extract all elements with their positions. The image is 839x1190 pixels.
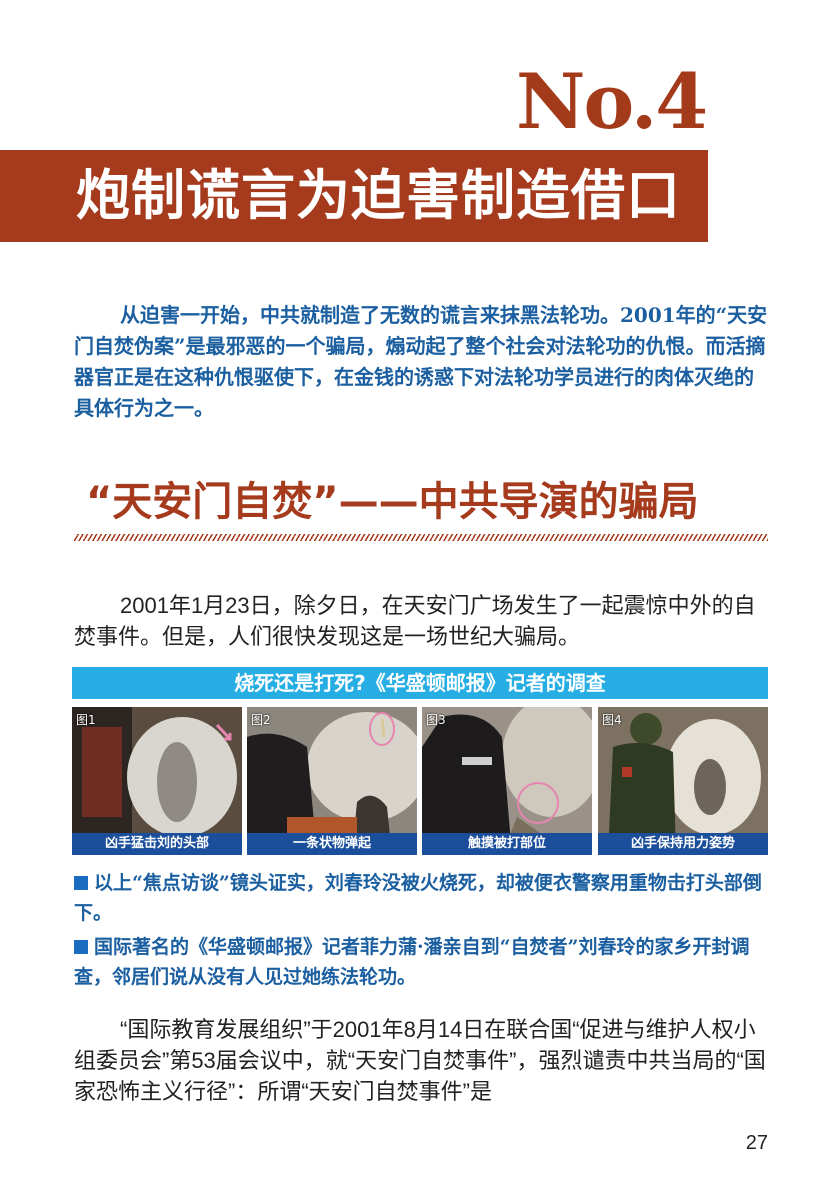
chapter-title-banner: 炮制谎言为迫害制造借口: [0, 150, 708, 242]
chapter-title: 炮制谎言为迫害制造借口: [76, 164, 681, 227]
paragraph-text: 2001年1月23日，除夕日，在天安门广场发生了一起震惊中外的自焚事件。但是，人…: [74, 593, 756, 649]
page-number: 27: [745, 1132, 768, 1154]
photo-strip: 图1 凶手猛击刘的头部 图2 一条状物弹起: [72, 707, 768, 855]
photo-1-caption: 凶手猛击刘的头部: [72, 833, 242, 855]
photo-3-label: 图3: [426, 713, 446, 727]
photo-panel-title: 烧死还是打死?《华盛顿邮报》记者的调查: [72, 667, 768, 699]
photo-2-caption: 一条状物弹起: [247, 833, 417, 855]
bullet-text: 国际著名的《华盛顿邮报》记者菲力蒲·潘亲自到“自焚者”刘春玲的家乡开封调查，邻居…: [74, 936, 750, 988]
body-paragraph: 2001年1月23日，除夕日，在天安门广场发生了一起震惊中外的自焚事件。但是，人…: [74, 590, 770, 652]
bullet-text: 以上“焦点访谈”镜头证实，刘春玲没被火烧死，却被便衣警察用重物击打头部倒下。: [74, 872, 762, 924]
photo-panel: 烧死还是打死?《华盛顿邮报》记者的调查 图1 凶手猛击刘的头部: [72, 667, 768, 855]
body-paragraph: “国际教育发展组织”于2001年8月14日在联合国“促进与维护人权小组委员会”第…: [74, 1014, 770, 1107]
bullet-square-icon: [74, 876, 88, 890]
intro-paragraph: 从迫害一开始，中共就制造了无数的谎言来抹黑法轮功。2001年的“天安门自焚伪案”…: [74, 300, 768, 424]
photo-3-image: [422, 707, 592, 855]
bullet-item: 以上“焦点访谈”镜头证实，刘春玲没被火烧死，却被便衣警察用重物击打头部倒下。: [74, 868, 770, 928]
photo-4: 图4 凶手保持用力姿势: [598, 707, 768, 855]
photo-4-image: [598, 707, 768, 855]
section-heading: “天安门自焚”——中共导演的骗局: [86, 479, 699, 525]
photo-1-label: 图1: [76, 713, 96, 727]
chapter-number: No.4: [516, 57, 708, 146]
photo-4-caption: 凶手保持用力姿势: [598, 833, 768, 855]
paragraph-text: “国际教育发展组织”于2001年8月14日在联合国“促进与维护人权小组委员会”第…: [74, 1017, 766, 1104]
photo-3-caption: 触摸被打部位: [422, 833, 592, 855]
intro-text: 从迫害一开始，中共就制造了无数的谎言来抹黑法轮功。2001年的“天安门自焚伪案”…: [74, 303, 768, 420]
bullet-item: 国际著名的《华盛顿邮报》记者菲力蒲·潘亲自到“自焚者”刘春玲的家乡开封调查，邻居…: [74, 932, 770, 992]
photo-1-image: [72, 707, 242, 855]
bullet-square-icon: [74, 940, 88, 954]
hatched-divider: [74, 534, 768, 541]
photo-4-label: 图4: [602, 713, 622, 727]
photo-2-label: 图2: [251, 713, 271, 727]
photo-3: 图3 触摸被打部位: [422, 707, 592, 855]
photo-2: 图2 一条状物弹起: [247, 707, 417, 855]
photo-1: 图1 凶手猛击刘的头部: [72, 707, 242, 855]
